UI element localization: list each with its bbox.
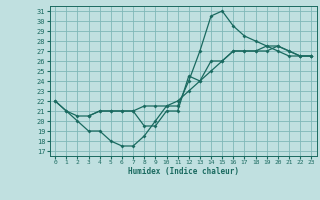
X-axis label: Humidex (Indice chaleur): Humidex (Indice chaleur) [128, 167, 239, 176]
